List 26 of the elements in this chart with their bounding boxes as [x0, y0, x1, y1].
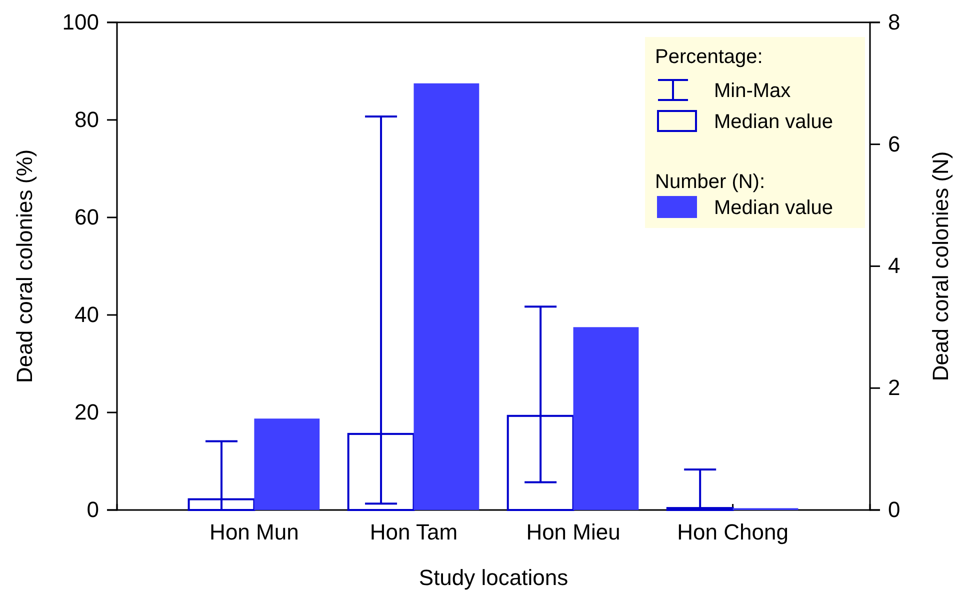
annotation: Percentage:	[655, 46, 763, 68]
y-tick-label: 0	[86, 497, 99, 522]
y-axis-title: Dead coral colonies (%)	[12, 149, 37, 383]
y2-tick-label: 0	[888, 497, 900, 522]
annotation: Number (N):	[655, 171, 766, 193]
x-axis-title: Study locations	[418, 565, 568, 590]
y-tick-label: 20	[74, 400, 99, 425]
legend-label: Median value	[714, 111, 833, 133]
y2-tick-label: 2	[888, 375, 900, 400]
x-tick-label: Hon Mun	[210, 520, 299, 545]
annotation: Min-Max	[714, 80, 791, 102]
x-tick-label: Hon Tam	[370, 520, 458, 545]
y-tick-label: 100	[62, 9, 99, 34]
bar	[414, 83, 480, 510]
y-tick-label: 60	[74, 204, 99, 230]
y2-axis-title: Dead coral colonies (N)	[928, 151, 953, 382]
y2-tick-label: 4	[888, 253, 900, 278]
y-tick-label: 40	[74, 302, 99, 327]
bar	[254, 418, 320, 510]
bar	[573, 327, 639, 510]
y2-tick-label: 6	[888, 131, 900, 156]
x-tick-label: Hon Mieu	[526, 520, 620, 545]
x-tick-label: Hon Chong	[677, 520, 788, 545]
y2-tick-label: 8	[888, 9, 900, 34]
legend-label: Median value	[714, 197, 833, 219]
y-tick-label: 80	[74, 106, 99, 132]
